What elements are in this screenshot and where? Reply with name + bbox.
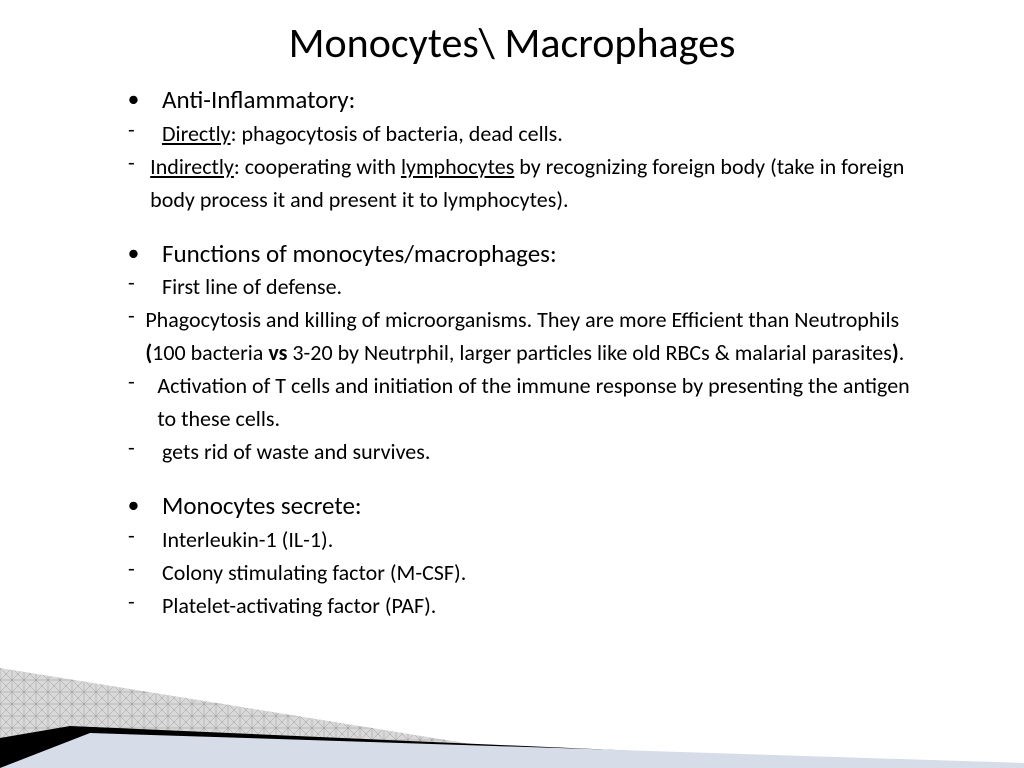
item-text: Indirectly: cooperating with lymphocytes… <box>150 150 918 216</box>
dash-icon: - <box>128 369 157 393</box>
dash-icon: - <box>128 435 162 459</box>
dash-icon: - <box>128 117 162 141</box>
footer-decoration <box>0 608 1024 768</box>
heading-text: Monocytes secrete: <box>162 490 362 523</box>
item-text: gets rid of waste and survives. <box>162 435 430 468</box>
item-text: Phagocytosis and killing of microorganis… <box>145 303 918 369</box>
list-item: - First line of defense. <box>128 270 918 303</box>
slide-title: Monocytes\ Macrophages <box>0 18 1024 69</box>
bullet-icon: ● <box>128 84 162 108</box>
bullet-icon: ● <box>128 490 162 514</box>
item-text: Directly: phagocytosis of bacteria, dead… <box>162 117 563 150</box>
heading-text: Functions of monocytes/macrophages: <box>162 238 557 271</box>
list-item: - Indirectly: cooperating with lymphocyt… <box>128 150 918 216</box>
item-text: First line of defense. <box>162 270 342 303</box>
section-heading: ● Functions of monocytes/macrophages: <box>128 238 918 271</box>
item-text: Platelet-activating factor (PAF). <box>162 589 436 622</box>
item-text: Colony stimulating factor (M-CSF). <box>162 556 466 589</box>
dash-icon: - <box>128 150 150 174</box>
section-heading: ● Anti-Inflammatory: <box>128 84 918 117</box>
list-item: - gets rid of waste and survives. <box>128 435 918 468</box>
dash-icon: - <box>128 270 162 294</box>
list-item: - Phagocytosis and killing of microorgan… <box>128 303 918 369</box>
list-item: - Activation of T cells and initiation o… <box>128 369 918 435</box>
item-text: Interleukin-1 (IL-1). <box>162 523 333 556</box>
slide: Monocytes\ Macrophages ● Anti-Inflammato… <box>0 0 1024 768</box>
heading-text: Anti-Inflammatory: <box>162 84 355 117</box>
dash-icon: - <box>128 523 162 547</box>
item-text: Activation of T cells and initiation of … <box>157 369 918 435</box>
slide-body: ● Anti-Inflammatory: - Directly: phagocy… <box>128 84 918 622</box>
list-item: - Colony stimulating factor (M-CSF). <box>128 556 918 589</box>
dash-icon: - <box>128 556 162 580</box>
list-item: - Platelet-activating factor (PAF). <box>128 589 918 622</box>
list-item: - Interleukin-1 (IL-1). <box>128 523 918 556</box>
dash-icon: - <box>128 589 162 613</box>
section-heading: ● Monocytes secrete: <box>128 490 918 523</box>
bullet-icon: ● <box>128 238 162 262</box>
list-item: - Directly: phagocytosis of bacteria, de… <box>128 117 918 150</box>
dash-icon: - <box>128 303 145 327</box>
